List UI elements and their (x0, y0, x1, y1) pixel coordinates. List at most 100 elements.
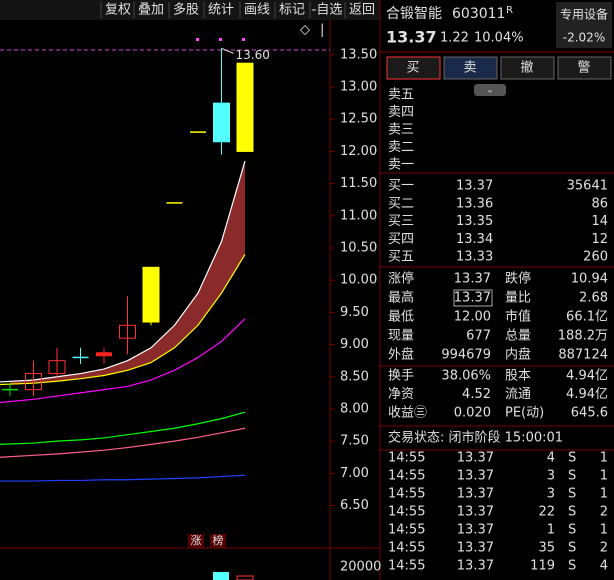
stat-value: 12.00 (454, 310, 491, 325)
stat-label: 外盘 (388, 347, 414, 363)
stat-label: 涨停 (388, 271, 414, 287)
tick-volume: 35 (538, 541, 555, 556)
stat-label: 流通 (505, 387, 531, 402)
tick-count: 4 (600, 559, 608, 574)
stat-value: 677 (466, 329, 491, 344)
y-tick-label: 7.00 (340, 466, 369, 481)
trade-status: 交易状态: 闭市阶段 15:00:01 (388, 430, 563, 446)
stat-value: 188.2万 (558, 329, 608, 344)
volume-bar-top (213, 572, 229, 580)
toolbar-button[interactable]: 画线 (244, 3, 270, 18)
stat-label: 收益㊂ (388, 406, 427, 421)
stat-value: 887124 (558, 348, 608, 363)
stat-label: 股本 (505, 369, 531, 384)
stat-value: 38.06% (441, 369, 491, 384)
trade-button-label: 警 (577, 60, 590, 76)
change-pct: 10.04% (474, 31, 524, 46)
toolbar-button[interactable]: 复权 (105, 2, 131, 18)
tick-count: 2 (600, 505, 608, 520)
candle-body (142, 266, 160, 323)
tick-count: 1 (600, 487, 608, 502)
y-tick-label: 13.50 (340, 47, 377, 62)
tick-time: 14:55 (388, 541, 425, 556)
candle-body (25, 373, 42, 391)
tick-side: S (568, 523, 576, 538)
toolbar-button[interactable]: 返回 (349, 3, 375, 18)
stat-value: 13.37 (454, 272, 491, 287)
stat-value: 4.94亿 (566, 387, 608, 402)
high-pointer (221, 47, 234, 54)
trade-button[interactable] (557, 56, 612, 80)
y-tick-label: 12.50 (340, 112, 377, 127)
diamond-icon: ◇ (300, 23, 310, 38)
stat-value: 994679 (441, 348, 491, 363)
stat-label: 量比 (505, 291, 531, 306)
buy-volume: 35641 (567, 179, 608, 194)
y-tick-label: 11.00 (340, 208, 377, 223)
tick-time: 14:55 (388, 487, 425, 502)
buy-volume: 12 (591, 232, 608, 247)
trade-button-label: 买 (406, 61, 419, 76)
ma-line (0, 160, 246, 383)
sell-level: 卖三 (388, 123, 414, 138)
ma-band (10, 161, 245, 385)
stat-label: 净资 (388, 387, 414, 402)
y-tick-label: 9.00 (340, 337, 369, 352)
top-dots (196, 38, 245, 41)
trade-button[interactable] (443, 56, 498, 80)
trade-button-label: 卖 (463, 61, 476, 76)
toolbar-button[interactable]: 叠加 (138, 3, 164, 18)
tick-count: 2 (600, 541, 608, 556)
trade-button[interactable] (500, 56, 555, 80)
badge (210, 534, 226, 548)
stock-name: 合锻智能 (386, 6, 442, 22)
toolbar-button[interactable]: 标记 (279, 3, 305, 18)
stat-value: 645.6 (571, 406, 608, 421)
y-tick-label: 10.00 (340, 273, 377, 288)
tick-volume: 4 (547, 451, 555, 466)
tick-time: 14:55 (388, 469, 425, 484)
tick-price: 13.37 (457, 559, 494, 574)
tick-side: S (568, 469, 576, 484)
ma-line (0, 427, 246, 458)
stat-value: 4.52 (462, 387, 491, 402)
tick-price: 13.37 (457, 523, 494, 538)
stock-code: 603011 (452, 6, 505, 22)
volume-tick-label: 20000 (340, 560, 381, 575)
stat-label: PE(动) (505, 406, 544, 421)
buy-price: 13.36 (456, 196, 493, 211)
y-tick-label: 6.50 (340, 498, 369, 513)
tick-count: 1 (600, 451, 608, 466)
buy-price: 13.37 (456, 179, 493, 194)
ma-line (0, 411, 246, 445)
toolbar-button[interactable]: 统计 (208, 3, 234, 18)
trade-button[interactable] (386, 56, 441, 80)
tick-side: S (568, 487, 576, 502)
tick-volume: 3 (547, 469, 555, 484)
tick-volume: 1 (547, 523, 555, 538)
panel-lines (380, 51, 614, 451)
sector-pct: -2.02% (563, 31, 605, 45)
toolbar-button[interactable]: 多股 (173, 2, 199, 18)
chevron: ⌄ (486, 86, 494, 96)
y-tick-label: 8.50 (340, 369, 369, 384)
badge-text: 榜 (213, 533, 224, 547)
toolbar-button[interactable]: -自选 (312, 3, 343, 18)
buy-level: 买一 (388, 179, 414, 194)
stat-value: 0.020 (454, 406, 491, 421)
expand-button[interactable] (474, 84, 506, 96)
line-icon: | (320, 23, 324, 38)
tick-volume: 119 (530, 559, 555, 574)
sell-level: 卖一 (388, 158, 414, 173)
candle-body (236, 62, 254, 152)
trade-button-label: 撤 (520, 60, 533, 76)
buy-price: 13.33 (456, 250, 493, 265)
stat-value: 10.94 (571, 272, 608, 287)
sector[interactable]: 专用设备 (560, 7, 608, 22)
ma-line (0, 254, 246, 386)
tick-volume: 22 (538, 505, 555, 520)
tick-side: S (568, 541, 576, 556)
tick-count: 1 (600, 469, 608, 484)
buy-volume: 86 (591, 196, 608, 211)
